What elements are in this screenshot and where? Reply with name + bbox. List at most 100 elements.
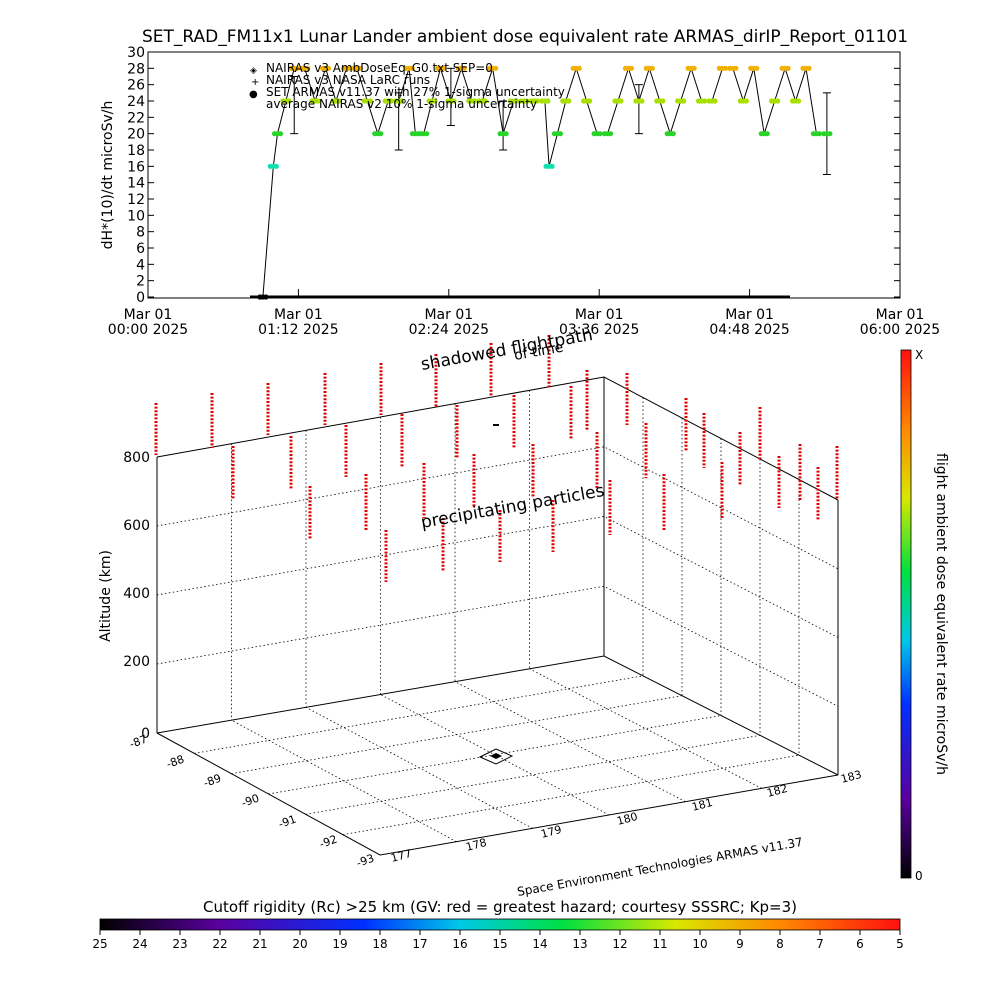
rigidity-tick-label: 13 xyxy=(572,937,587,951)
data-point xyxy=(482,98,488,104)
data-point xyxy=(764,131,770,137)
rigidity-tick-label: 19 xyxy=(332,937,347,951)
latitude-tick: -91 xyxy=(277,813,298,831)
rigidity-label: Cutoff rigidity (Rc) >25 km (GV: red = g… xyxy=(203,898,797,916)
wall-grid xyxy=(156,390,839,756)
y-tick-label: 28 xyxy=(127,61,145,77)
latitude-tick: -89 xyxy=(202,772,223,790)
y-tick-label: 2 xyxy=(136,274,145,290)
rigidity-colorbar: Cutoff rigidity (Rc) >25 km (GV: red = g… xyxy=(92,898,903,951)
x-tick-label-date: Mar 01 xyxy=(575,307,624,323)
rigidity-tick-label: 24 xyxy=(132,937,147,951)
rigidity-tick-label: 12 xyxy=(612,937,627,951)
floor-grid-line xyxy=(231,719,457,843)
y-tick-label: 16 xyxy=(127,159,145,175)
data-point xyxy=(785,65,791,71)
data-point xyxy=(286,98,292,104)
floor-grid-line xyxy=(342,754,800,836)
data-point xyxy=(691,65,697,71)
x-tick-label-time: 03:36 2025 xyxy=(559,322,639,338)
rigidity-tick-label: 5 xyxy=(896,937,904,951)
y-tick-label: 0 xyxy=(136,290,145,306)
latitude-tick: -88 xyxy=(165,753,186,771)
longitude-tick: 182 xyxy=(765,782,789,800)
data-point xyxy=(712,98,718,104)
rigidity-tick-label: 18 xyxy=(372,937,387,951)
data-point xyxy=(472,98,478,104)
data-point xyxy=(325,65,332,71)
data-point xyxy=(775,98,781,104)
data-point xyxy=(628,65,635,71)
rigidity-tick-label: 8 xyxy=(776,937,784,951)
data-point xyxy=(440,65,447,71)
rigidity-tick-label: 20 xyxy=(292,937,307,951)
data-point xyxy=(722,65,729,71)
data-point xyxy=(816,131,823,137)
y-tick-label: 8 xyxy=(136,225,145,241)
x-tick-label-time: 04:48 2025 xyxy=(709,322,789,338)
data-point xyxy=(597,131,603,137)
data-point xyxy=(607,131,614,137)
data-point xyxy=(524,98,530,104)
data-point xyxy=(277,131,284,137)
longitude-tick: 179 xyxy=(539,823,563,841)
data-point xyxy=(618,98,624,104)
data-point xyxy=(795,98,802,104)
floor-grid-line xyxy=(454,681,686,803)
y-tick-label: 30 xyxy=(127,45,145,61)
rigidity-tick-label: 17 xyxy=(412,937,427,951)
x-tick-label-date: Mar 01 xyxy=(725,307,774,323)
altitude-tick: 400 xyxy=(123,586,150,602)
legend-symbol-3: ● xyxy=(249,89,258,100)
x-tick-label-date: Mar 01 xyxy=(876,307,925,323)
data-point xyxy=(461,65,467,71)
x-tick-label-time: 06:00 2025 xyxy=(860,322,940,338)
rigidity-colorbar-gradient xyxy=(99,918,901,931)
rigidity-tick-label: 16 xyxy=(452,937,467,951)
data-point xyxy=(315,98,321,104)
rigidity-ticks: 25 24 23 22 21 20 19 18 17 16 15 14 13 12 11 10 9 8 7 6 5 xyxy=(92,930,904,951)
data-point xyxy=(305,65,311,71)
x-tick-label-time: 00:00 2025 xyxy=(108,322,188,338)
altitude-tick: 800 xyxy=(123,450,150,466)
data-point xyxy=(743,98,749,104)
rigidity-tick-label: 15 xyxy=(492,937,507,951)
box-top-edge xyxy=(156,376,839,501)
rigidity-tick-label: 14 xyxy=(532,937,547,951)
data-point xyxy=(263,294,269,300)
data-point xyxy=(806,65,812,71)
x-tick-label-time: 01:12 2025 xyxy=(258,322,338,338)
data-point xyxy=(733,65,739,71)
lander-marker xyxy=(478,748,514,765)
data-point xyxy=(399,98,405,104)
y-tick-label: 4 xyxy=(136,257,145,273)
latitude-tick: -90 xyxy=(240,792,261,810)
altitude-tick: 0 xyxy=(141,726,150,742)
rigidity-tick-label: 11 xyxy=(652,937,667,951)
data-point xyxy=(670,131,676,137)
latitude-tick: -92 xyxy=(318,833,339,851)
wall-grid-line xyxy=(156,516,839,638)
data-point xyxy=(513,98,520,104)
y-tick-label: 18 xyxy=(127,143,145,159)
altitude-ticks: 800 600 400 200 0 xyxy=(123,450,150,742)
y-tick-label: 20 xyxy=(127,127,145,143)
latitude-ticks: -87 -88 -89 -90 -91 -92 -93 xyxy=(128,733,376,870)
y-tick-label: 22 xyxy=(127,110,145,126)
data-point xyxy=(534,98,541,104)
rigidity-tick-label: 10 xyxy=(692,937,707,951)
data-point xyxy=(660,98,666,104)
data-point xyxy=(378,131,384,137)
precipitating-particle-columns xyxy=(154,335,839,582)
longitude-tick: 181 xyxy=(690,796,714,814)
legend: ◈ NAIRAS v3 AmbDoseEq_G0.txt SEP=0 + NAI… xyxy=(249,61,565,111)
box-bottom-back-edge xyxy=(156,655,839,776)
legend-symbol-2: + xyxy=(251,77,259,88)
credit-text: Space Environment Technologies ARMAS v11… xyxy=(516,835,804,899)
longitude-tick: 178 xyxy=(464,836,488,854)
floor-grid-line xyxy=(529,668,762,789)
rigidity-tick-label: 21 xyxy=(252,937,267,951)
